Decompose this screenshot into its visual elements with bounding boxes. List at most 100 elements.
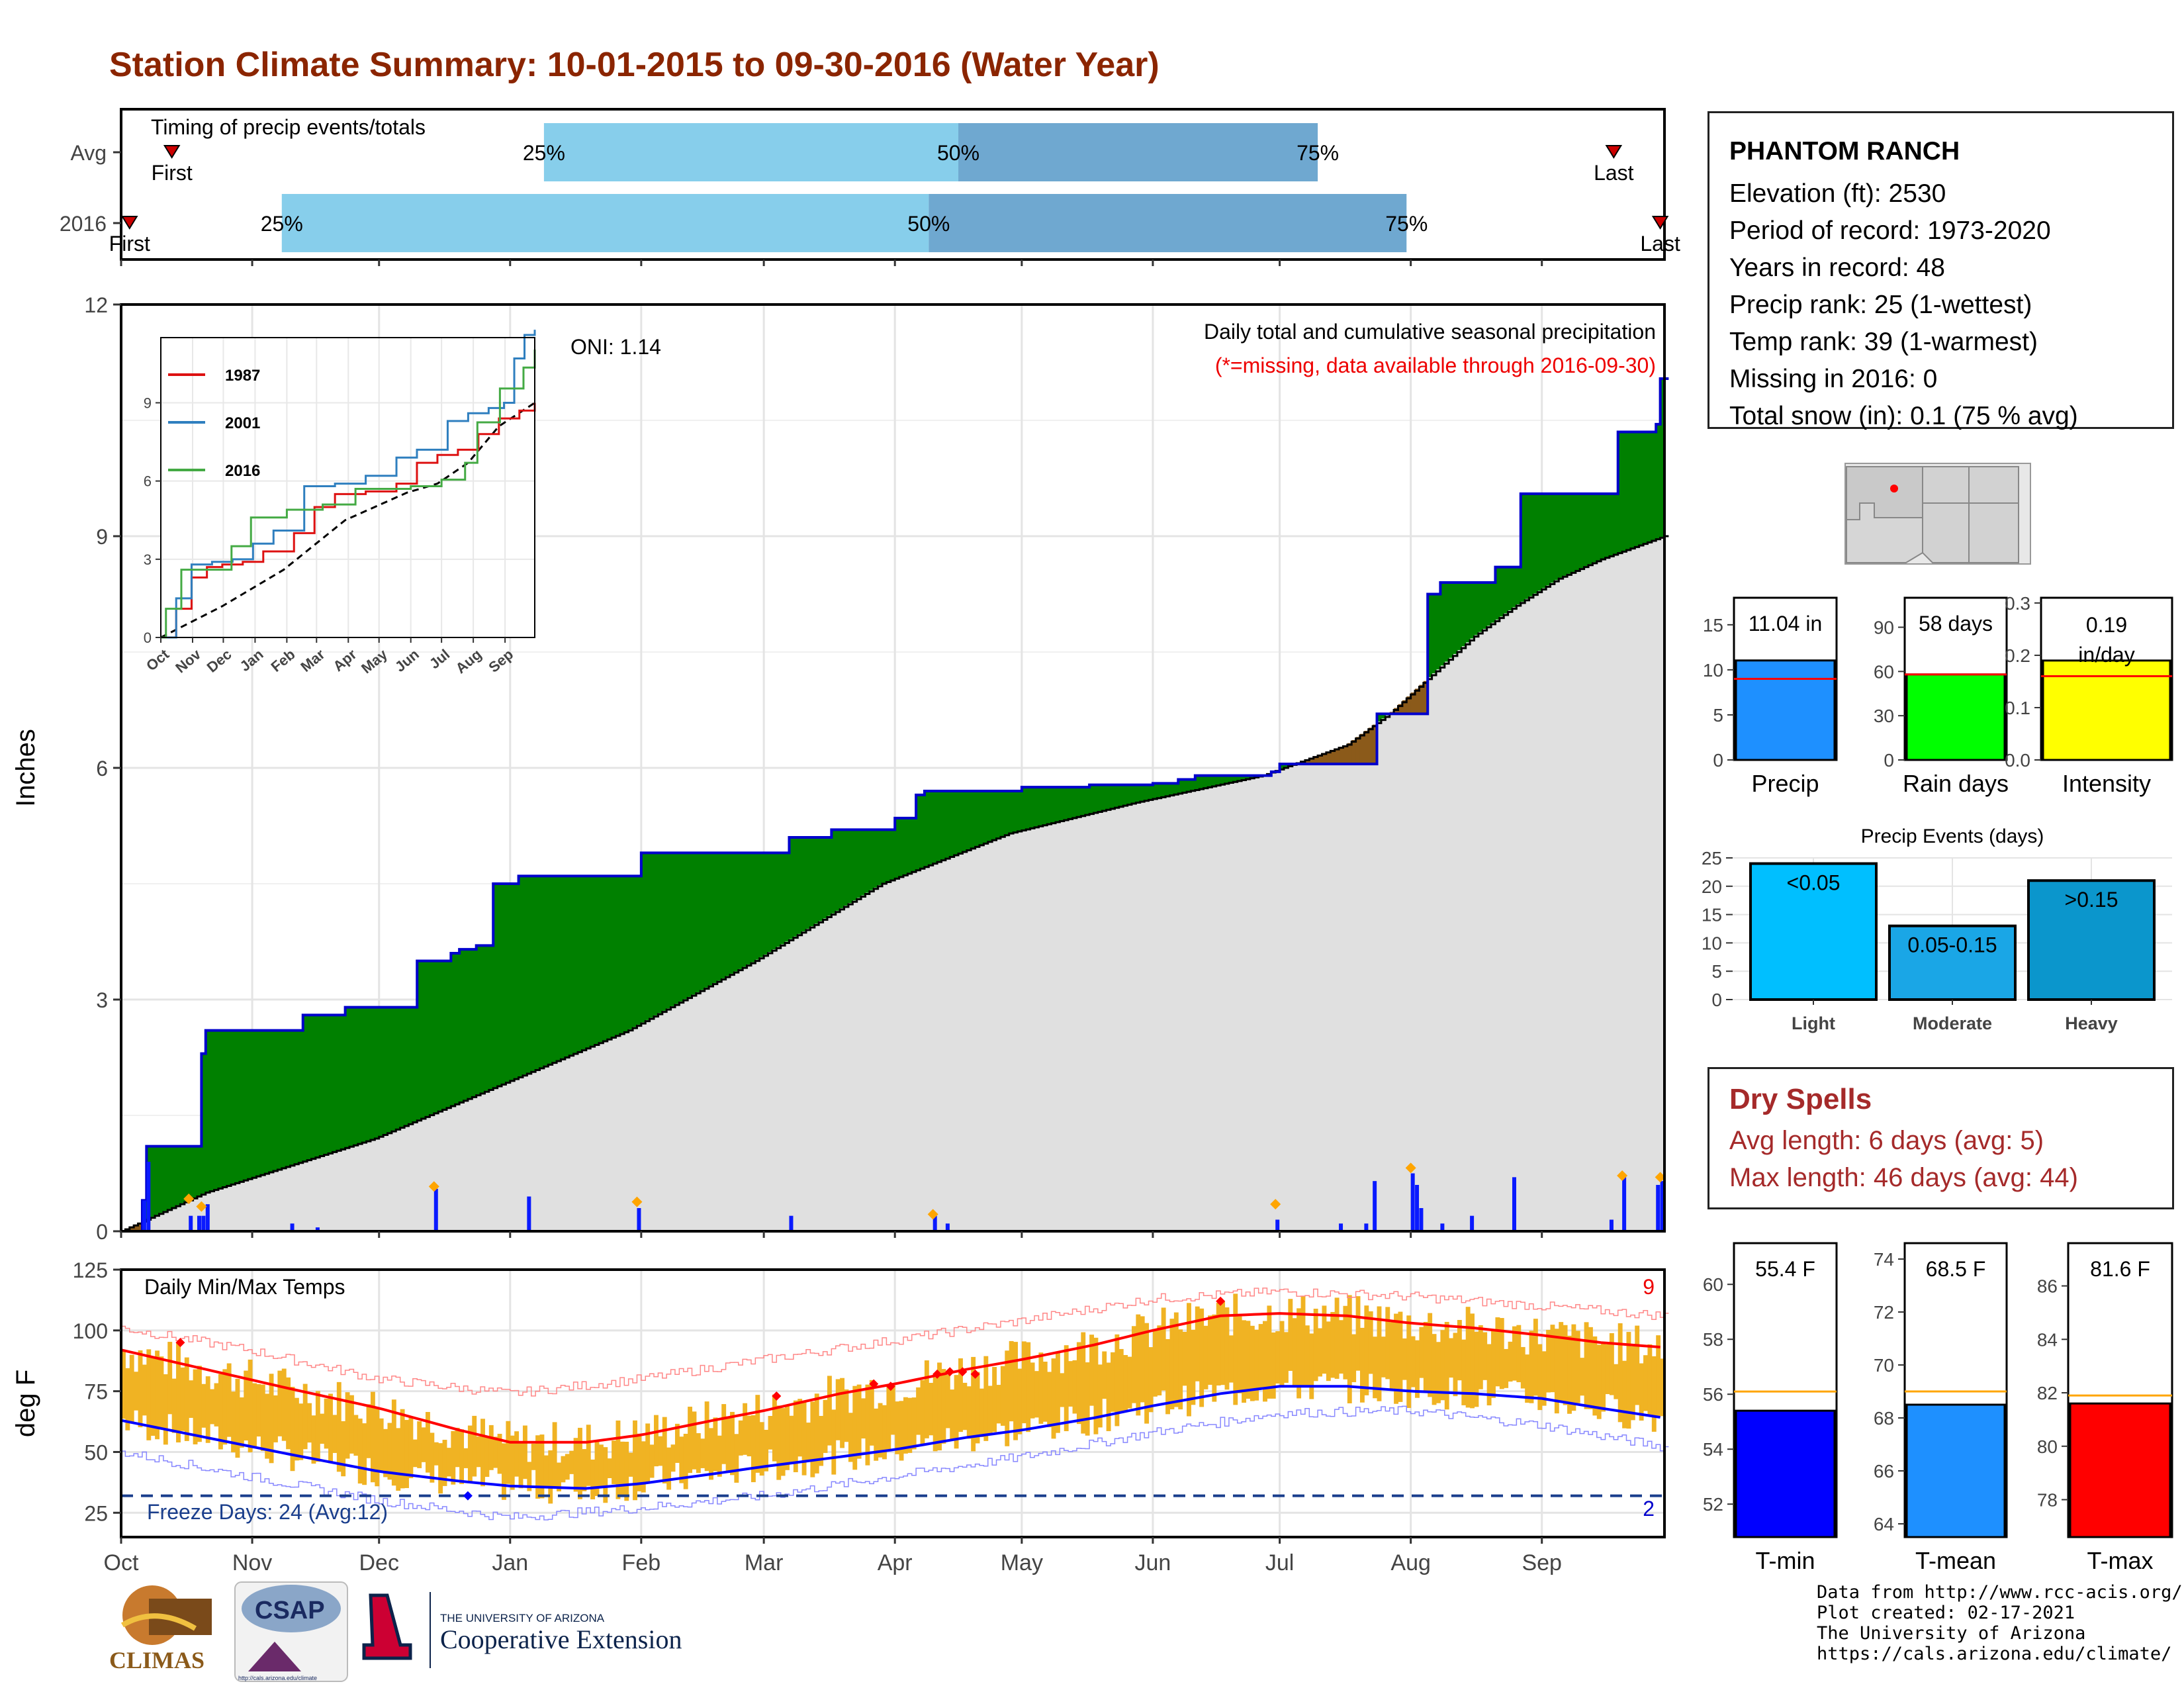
precip-departure-fill	[1055, 787, 1060, 822]
station-temp-rank: Temp rank: 39 (1-warmest)	[1729, 328, 2038, 356]
summary-bar	[1905, 1403, 2006, 1538]
summary-y-tick-label: 60	[1874, 661, 1894, 682]
precip-y-tick-label: 12	[84, 293, 108, 317]
precip-departure-fill	[1313, 756, 1318, 765]
temp-daily-bar	[797, 1399, 803, 1457]
temp-daily-bar	[700, 1438, 705, 1468]
temp-daily-bar	[979, 1388, 984, 1437]
temp-daily-bar	[840, 1378, 845, 1448]
temp-daily-bar	[801, 1402, 807, 1476]
month-label: Dec	[359, 1550, 398, 1575]
temp-daily-bar	[302, 1383, 308, 1450]
temp-daily-bar	[1144, 1323, 1150, 1424]
precip-departure-fill	[167, 1146, 173, 1209]
summary-value-label: 55.4 F	[1755, 1257, 1815, 1281]
temp-daily-bar	[1233, 1293, 1238, 1405]
temp-daily-bar	[1288, 1299, 1293, 1371]
temp-daily-bar	[1453, 1333, 1458, 1397]
temp-daily-bar	[235, 1378, 240, 1458]
temp-daily-bar	[506, 1421, 511, 1484]
summary-category-label: T-max	[2087, 1547, 2153, 1574]
precip-departure-fill	[840, 829, 845, 908]
temp-daily-bar	[874, 1408, 879, 1461]
precip-departure-fill	[1068, 787, 1073, 819]
precip-departure-fill	[1486, 583, 1492, 626]
precip-departure-fill	[1017, 791, 1023, 831]
temp-daily-bar	[1423, 1321, 1428, 1391]
precip-departure-fill	[1415, 688, 1420, 714]
temp-record-max-line	[121, 1288, 1669, 1397]
precip-departure-fill	[476, 945, 481, 1095]
temp-daily-bar	[349, 1395, 354, 1454]
precip-departure-fill	[1102, 784, 1107, 811]
precip-departure-fill	[176, 1146, 181, 1205]
temp-daily-bar	[518, 1442, 523, 1489]
precip-departure-fill	[1381, 714, 1386, 719]
temp-daily-bar	[696, 1433, 701, 1474]
timing-marker-label: First	[109, 232, 150, 256]
temp-daily-bar	[561, 1456, 566, 1483]
temp-daily-bar	[586, 1425, 591, 1486]
timing-marker	[1651, 216, 1669, 230]
precip-departure-fill	[1089, 784, 1095, 814]
summary-y-tick-label: 84	[2037, 1329, 2058, 1350]
precip-departure-fill	[1246, 775, 1251, 779]
precip-departure-fill	[514, 884, 520, 1078]
precip-departure-fill	[1030, 787, 1035, 828]
temp-daily-bar	[193, 1369, 198, 1444]
precip-departure-fill	[1085, 787, 1090, 815]
temp-daily-bar	[543, 1455, 549, 1487]
summary-bar-chart: 0 5 10 15 11.04 in Precip	[1703, 596, 1838, 797]
precip-departure-fill	[1537, 493, 1543, 591]
temp-daily-bar	[324, 1398, 329, 1449]
temp-daily-bar	[1504, 1348, 1509, 1388]
events-bar-label: 0.05-0.15	[1907, 933, 1997, 957]
temp-daily-bar	[277, 1370, 283, 1436]
temp-daily-bar	[1093, 1337, 1099, 1434]
precip-departure-fill	[383, 1007, 388, 1135]
precip-departure-fill	[730, 853, 735, 974]
precip-departure-fill	[747, 853, 752, 964]
precip-departure-fill	[603, 876, 608, 1041]
temp-daily-bar	[971, 1356, 976, 1452]
station-location-map	[1844, 463, 2031, 565]
temp-daily-bar	[125, 1368, 130, 1430]
temp-daily-bar	[239, 1397, 244, 1448]
precip-departure-fill	[1242, 775, 1247, 780]
precip-daily-bar	[1512, 1177, 1516, 1231]
temp-daily-bar	[1009, 1340, 1014, 1422]
temp-daily-bar	[907, 1397, 913, 1453]
precip-departure-fill	[1081, 787, 1086, 816]
precip-departure-fill	[531, 876, 536, 1071]
precip-departure-fill	[738, 853, 743, 969]
temp-daily-bar	[430, 1432, 435, 1483]
summary-category-label: Precip	[1751, 770, 1819, 797]
precip-departure-fill	[311, 1015, 316, 1158]
temp-daily-bar	[1563, 1325, 1568, 1405]
precip-departure-fill	[290, 1030, 295, 1165]
summary-y-tick-label: 0	[1713, 750, 1723, 771]
temp-daily-bar	[569, 1450, 574, 1474]
temp-daily-bar	[1030, 1362, 1035, 1419]
precip-departure-fill	[1318, 755, 1323, 765]
precip-departure-fill	[983, 791, 989, 843]
precip-departure-fill	[759, 853, 764, 957]
summary-y-tick-label: 54	[1703, 1439, 1723, 1460]
temp-daily-bar	[603, 1447, 608, 1503]
timing-bar-q25-q50	[543, 123, 959, 181]
temp-daily-bar	[1292, 1318, 1297, 1387]
precip-departure-fill	[281, 1030, 287, 1168]
temp-daily-bar	[1533, 1319, 1538, 1396]
precip-departure-fill	[1279, 764, 1285, 769]
temp-daily-bar	[484, 1436, 490, 1477]
temp-daily-bar	[1537, 1344, 1543, 1411]
precip-departure-fill	[522, 876, 527, 1075]
temp-daily-bar	[379, 1418, 384, 1472]
temp-daily-bar	[1435, 1342, 1441, 1403]
precip-departure-fill	[933, 791, 938, 863]
temp-daily-bar	[1491, 1329, 1496, 1398]
summary-y-tick-label: 74	[1874, 1249, 1894, 1270]
csap-text: CSAP	[255, 1597, 325, 1624]
temp-daily-bar	[438, 1443, 443, 1494]
precip-departure-fill	[1038, 787, 1044, 826]
